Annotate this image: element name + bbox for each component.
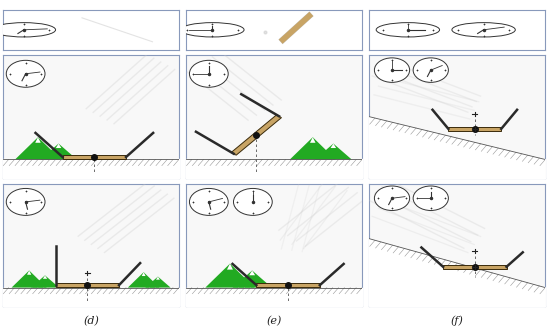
- Bar: [448, 127, 501, 131]
- Polygon shape: [330, 143, 336, 148]
- Circle shape: [6, 60, 45, 87]
- Text: (f): (f): [450, 316, 463, 326]
- Circle shape: [190, 189, 228, 215]
- Circle shape: [190, 60, 228, 87]
- Circle shape: [6, 189, 45, 215]
- Polygon shape: [142, 272, 146, 276]
- Bar: [256, 283, 320, 287]
- Polygon shape: [27, 270, 31, 275]
- Bar: [62, 155, 126, 159]
- Polygon shape: [310, 137, 316, 143]
- Circle shape: [374, 58, 409, 82]
- Circle shape: [413, 58, 448, 82]
- Circle shape: [233, 189, 272, 215]
- Polygon shape: [232, 270, 272, 288]
- Text: (d): (d): [83, 316, 99, 326]
- Polygon shape: [227, 264, 233, 269]
- Circle shape: [413, 186, 448, 211]
- Circle shape: [374, 186, 409, 211]
- Polygon shape: [128, 272, 159, 288]
- Circle shape: [181, 23, 244, 37]
- Polygon shape: [231, 115, 282, 155]
- Polygon shape: [35, 137, 41, 143]
- Polygon shape: [56, 143, 61, 148]
- Polygon shape: [15, 137, 61, 160]
- Polygon shape: [315, 143, 352, 160]
- Polygon shape: [145, 277, 170, 288]
- Circle shape: [0, 23, 55, 37]
- Polygon shape: [31, 275, 59, 288]
- Text: (e): (e): [266, 316, 282, 326]
- Polygon shape: [206, 264, 255, 288]
- Polygon shape: [249, 270, 255, 275]
- Polygon shape: [40, 143, 77, 160]
- Polygon shape: [43, 275, 47, 279]
- Polygon shape: [12, 270, 47, 288]
- Polygon shape: [156, 277, 160, 280]
- Bar: [443, 265, 506, 269]
- Circle shape: [452, 23, 515, 37]
- Circle shape: [376, 23, 439, 37]
- Bar: [55, 283, 119, 287]
- Polygon shape: [290, 137, 335, 160]
